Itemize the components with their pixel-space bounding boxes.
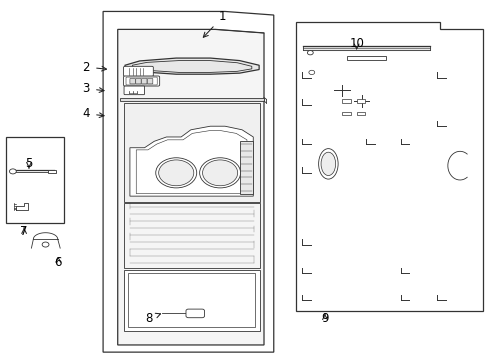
Polygon shape (118, 30, 264, 345)
Circle shape (156, 158, 196, 188)
Polygon shape (123, 103, 260, 202)
Polygon shape (123, 203, 260, 268)
Circle shape (9, 169, 16, 174)
Bar (341, 99, 350, 103)
Polygon shape (123, 270, 260, 330)
Ellipse shape (321, 152, 335, 176)
FancyBboxPatch shape (123, 66, 153, 76)
FancyBboxPatch shape (124, 86, 144, 95)
Bar (356, 112, 365, 116)
Polygon shape (103, 12, 273, 352)
Text: 7: 7 (20, 225, 28, 238)
Text: 5: 5 (25, 157, 33, 170)
FancyBboxPatch shape (126, 77, 157, 85)
Circle shape (42, 242, 49, 247)
Text: 2: 2 (82, 60, 106, 73)
Polygon shape (295, 22, 483, 311)
Polygon shape (239, 140, 253, 194)
Text: 4: 4 (82, 107, 104, 120)
FancyBboxPatch shape (136, 78, 141, 84)
FancyBboxPatch shape (147, 78, 153, 84)
FancyBboxPatch shape (130, 78, 135, 84)
Polygon shape (120, 98, 264, 101)
Circle shape (158, 160, 193, 186)
Polygon shape (125, 58, 259, 74)
FancyBboxPatch shape (185, 309, 204, 318)
FancyBboxPatch shape (123, 76, 159, 86)
Text: 8: 8 (145, 311, 160, 325)
Text: 1: 1 (203, 10, 226, 37)
Bar (346, 55, 385, 60)
Ellipse shape (318, 149, 337, 179)
Text: 3: 3 (82, 82, 104, 95)
Bar (47, 170, 56, 173)
Circle shape (308, 70, 314, 75)
Polygon shape (130, 126, 253, 196)
Circle shape (202, 160, 237, 186)
Polygon shape (5, 137, 64, 223)
Text: 10: 10 (348, 37, 364, 50)
Text: 6: 6 (54, 256, 62, 269)
Circle shape (307, 50, 313, 55)
Text: 9: 9 (321, 311, 328, 325)
FancyBboxPatch shape (142, 78, 147, 84)
Bar (356, 99, 365, 103)
Bar (341, 112, 350, 116)
Circle shape (199, 158, 240, 188)
